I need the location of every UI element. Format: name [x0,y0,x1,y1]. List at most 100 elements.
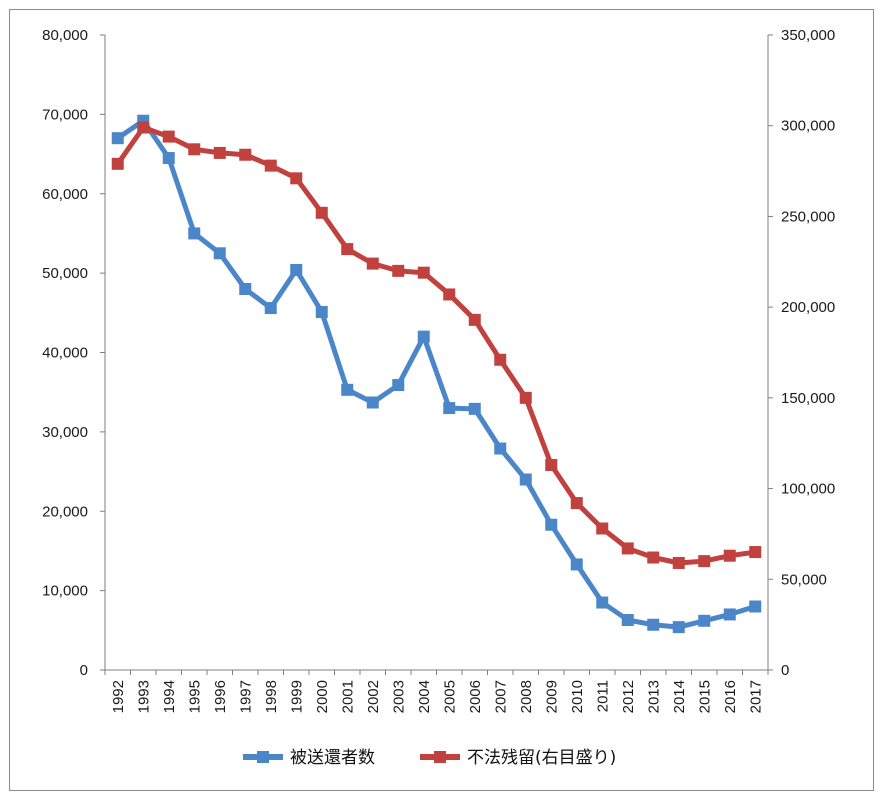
series-layer [111,114,762,634]
data-point [621,613,634,626]
data-point [239,283,252,295]
data-point [672,556,685,569]
data-point [647,618,660,631]
x-tick-label: 1994 [161,680,178,713]
x-tick-label: 2015 [696,680,713,713]
x-tick-label: 2004 [416,680,433,713]
data-point [647,551,660,564]
x-tick-label: 2010 [569,680,586,713]
data-point [366,257,379,270]
legend-label-overstay: 不法残留(右目盛り) [467,748,616,768]
legend-marker-overstay [434,751,446,763]
data-point [392,379,405,392]
data-point [162,130,175,143]
data-point [417,330,430,343]
data-point [749,600,762,613]
data-point [672,621,685,634]
right-tick-label: 350,000 [781,27,835,44]
data-point [315,306,328,319]
data-point [188,227,201,240]
data-point [392,264,405,277]
left-tick-label: 70,000 [42,106,88,123]
data-point [111,157,124,170]
data-point [621,542,634,555]
left-tick-label: 80,000 [42,27,88,44]
data-point [341,243,354,256]
x-tick-label: 1992 [110,680,127,713]
x-tick-label: 1993 [135,680,152,713]
data-point [519,391,532,404]
data-point [290,263,303,276]
left-tick-label: 30,000 [42,424,88,441]
x-tick-label: 2011 [594,680,611,712]
data-point [111,132,124,145]
right-tick-label: 300,000 [781,118,835,135]
axes [104,35,769,671]
right-tick-label: 150,000 [781,390,835,407]
data-point [723,608,736,621]
data-point [596,596,609,609]
x-tick-label: 2007 [492,680,509,713]
x-tick-label: 2006 [467,680,484,713]
data-point [417,266,430,279]
x-tick-label: 2014 [671,680,688,713]
x-tick-label: 1997 [237,680,254,713]
x-tick-label: 2008 [518,680,535,713]
series-line [115,118,758,630]
x-tick-label: 2001 [339,680,356,713]
data-point [545,518,558,531]
data-point [290,172,303,185]
data-point [213,146,226,159]
x-tick-label: 2012 [620,680,637,713]
left-tick-label: 40,000 [42,345,88,362]
left-tick-label: 20,000 [42,503,88,520]
x-tick-label: 2013 [645,680,662,713]
data-point [723,549,736,562]
left-tick-label: 10,000 [42,583,88,600]
legend-item-overstay: 不法残留(右目盛り) [420,748,616,768]
right-tick-label: 50,000 [781,571,827,588]
data-point [468,313,481,326]
data-point [315,206,328,219]
data-point [239,148,252,161]
data-point [519,473,532,486]
x-tick-label: 2003 [390,680,407,713]
data-point [698,614,711,627]
data-point [749,546,762,559]
x-tick-label: 2016 [722,680,739,713]
data-point [264,159,277,172]
series-1 [111,121,762,569]
data-point [545,458,558,471]
x-tick-label: 1996 [212,680,229,713]
data-point [443,402,456,415]
data-point [570,558,583,571]
legend-marker-removed [257,751,269,763]
legend: 被送還者数 不法残留(右目盛り) [243,748,616,768]
data-point [468,402,481,415]
right-tick-label: 200,000 [781,299,835,316]
right-tick-label: 0 [781,662,789,679]
data-point [698,555,711,568]
series-0 [111,114,762,634]
x-tick-label: 1999 [288,680,305,713]
right-axis-ticks: 0 50,000 100,000 150,000 200,000 250,000 300,0… [768,27,835,679]
data-point [494,353,507,366]
x-tick-label: 2009 [543,680,560,713]
left-tick-label: 50,000 [42,265,88,282]
x-tick-label: 2000 [314,680,331,713]
data-point [188,143,201,156]
x-tick-label: 2002 [365,680,382,713]
x-tick-label: 1998 [263,680,280,713]
legend-item-removed: 被送還者数 [243,748,375,768]
left-axis-ticks: 0 10,000 20,000 30,000 40,000 50,000 60,000 70,… [42,27,105,679]
data-point [137,121,150,134]
right-tick-label: 100,000 [781,481,835,498]
data-point [341,383,354,396]
data-point [596,522,609,535]
legend-label-removed: 被送還者数 [290,748,375,768]
data-point [494,442,507,455]
left-tick-label: 0 [80,662,88,679]
x-tick-label: 2017 [747,680,764,713]
x-tick-label: 2005 [441,680,458,713]
